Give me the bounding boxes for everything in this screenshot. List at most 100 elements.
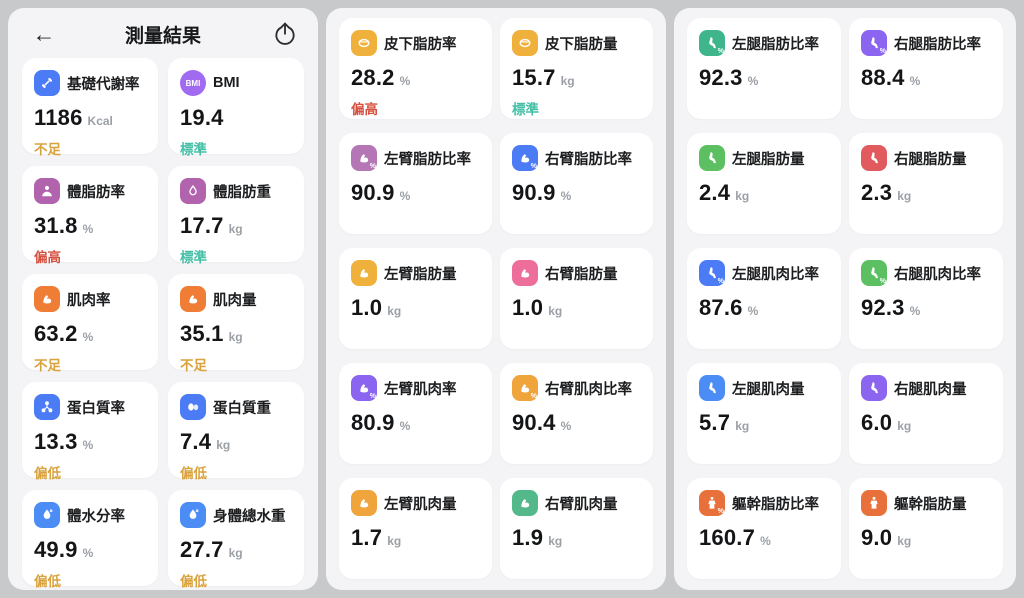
metric-value: 1.7 [351, 525, 383, 550]
protein-weight-icon [180, 394, 206, 420]
metric-label: 皮下脂肪量 [545, 36, 618, 53]
fat-weight-icon [180, 178, 206, 204]
status-badge: 不足 [34, 142, 61, 157]
torso-icon: % [699, 490, 725, 516]
metric-value: 1186 [34, 105, 83, 130]
status-badge: 標準 [180, 142, 207, 157]
left-leg-icon [699, 375, 725, 401]
metric-card[interactable]: 左腿肌肉量 5.7 kg [687, 363, 841, 464]
metric-value: 35.1 [180, 321, 224, 346]
metric-label: 蛋白質重 [213, 400, 271, 417]
metric-card[interactable]: 右臂肌肉量 1.9 kg [500, 478, 653, 579]
status-badge: 偏高 [34, 250, 61, 265]
right-arm-icon [512, 490, 538, 516]
metric-unit: kg [735, 189, 750, 203]
left-leg-icon: % [699, 30, 725, 56]
metric-card[interactable]: % 右臂肌肉比率 90.4% [500, 363, 653, 464]
metric-card[interactable]: % 軀幹脂肪比率 160.7% [687, 478, 841, 579]
metric-unit: % [909, 74, 921, 88]
metric-card[interactable]: BMI BMI 19.4 標準 [168, 58, 304, 157]
metric-unit: % [909, 304, 921, 318]
right-leg-icon: % [861, 30, 887, 56]
metric-card[interactable]: 右臂脂肪量 1.0 kg [500, 248, 653, 349]
metric-card[interactable]: % 右臂脂肪比率 90.9% [500, 133, 653, 234]
right-panel[interactable]: % 左腿脂肪比率 92.3% % 右腿脂肪比率 88.4% 左腿脂肪量 2.4 kg … [674, 8, 1016, 590]
metric-unit: kg [228, 222, 243, 236]
percent-mark: % [530, 393, 537, 400]
metric-unit: kg [897, 189, 912, 203]
metric-grid: % 左腿脂肪比率 92.3% % 右腿脂肪比率 88.4% 左腿脂肪量 2.4 kg … [687, 18, 1003, 579]
metric-value: 90.9 [351, 180, 395, 205]
metric-value: 92.3 [861, 295, 905, 320]
metric-label: 右臂脂肪量 [545, 266, 618, 283]
metric-label: 左腿脂肪比率 [732, 36, 819, 53]
status-badge: 不足 [34, 358, 61, 373]
metric-card[interactable]: % 左臂脂肪比率 90.9% [339, 133, 492, 234]
metric-unit: % [747, 304, 759, 318]
metric-card[interactable]: 左臂肌肉量 1.7 kg [339, 478, 492, 579]
metric-card[interactable]: % 左腿脂肪比率 92.3% [687, 18, 841, 119]
left-panel[interactable]: ← 測量結果 基礎代謝率 1186 Kcal 不足 BMI BMI 19.4 標準 … [8, 8, 318, 590]
metric-value: 31.8 [34, 213, 78, 238]
right-arm-icon: % [512, 145, 538, 171]
metric-card[interactable]: 體脂肪率 31.8% 偏高 [22, 166, 158, 265]
muscle-mass-icon [180, 286, 206, 312]
metric-unit: kg [228, 546, 243, 560]
torso-icon [861, 490, 887, 516]
metric-card[interactable]: 身體總水重 27.7 kg 偏低 [168, 490, 304, 589]
percent-mark: % [717, 48, 724, 55]
metric-value: 19.4 [180, 105, 224, 130]
metric-label: 軀幹脂肪量 [894, 496, 967, 513]
metric-unit: % [82, 330, 94, 344]
metric-label: 右臂肌肉比率 [545, 381, 632, 398]
status-badge: 標準 [180, 250, 207, 265]
metric-value: 15.7 [512, 65, 556, 90]
metric-card[interactable]: 蛋白質率 13.3% 偏低 [22, 382, 158, 481]
metric-label: 身體總水重 [213, 508, 286, 525]
metric-label: 基礎代謝率 [67, 76, 140, 93]
right-leg-icon [861, 375, 887, 401]
metric-card[interactable]: 左腿脂肪量 2.4 kg [687, 133, 841, 234]
metric-card[interactable]: 肌肉量 35.1 kg 不足 [168, 274, 304, 373]
metric-card[interactable]: 右腿脂肪量 2.3 kg [849, 133, 1003, 234]
metric-label: 右腿脂肪比率 [894, 36, 981, 53]
metric-card[interactable]: 基礎代謝率 1186 Kcal 不足 [22, 58, 158, 157]
metric-value: 49.9 [34, 537, 78, 562]
metric-unit: kg [228, 330, 243, 344]
metric-label: 右腿肌肉量 [894, 381, 967, 398]
subcutaneous-fat-icon [351, 30, 377, 56]
metric-card[interactable]: 左臂脂肪量 1.0 kg [339, 248, 492, 349]
metric-label: 體水分率 [67, 508, 125, 525]
metric-unit: % [82, 222, 94, 236]
metric-card[interactable]: 體水分率 49.9% 偏低 [22, 490, 158, 589]
metric-value: 90.9 [512, 180, 556, 205]
metric-grid: 基礎代謝率 1186 Kcal 不足 BMI BMI 19.4 標準 體脂肪率 31… [8, 58, 318, 589]
middle-panel[interactable]: 皮下脂肪率 28.2% 偏高 皮下脂肪量 15.7 kg 標準 % 左臂脂肪比率 9… [326, 8, 666, 590]
metric-label: 皮下脂肪率 [384, 36, 457, 53]
metric-label: 右腿肌肉比率 [894, 266, 981, 283]
metric-card[interactable]: 皮下脂肪量 15.7 kg 標準 [500, 18, 653, 119]
metric-unit: % [82, 546, 94, 560]
metric-card[interactable]: 軀幹脂肪量 9.0 kg [849, 478, 1003, 579]
metric-card[interactable]: % 右腿肌肉比率 92.3% [849, 248, 1003, 349]
metric-card[interactable]: 體脂肪重 17.7 kg 標準 [168, 166, 304, 265]
metric-unit: % [747, 74, 759, 88]
page-title: 測量結果 [124, 26, 201, 47]
back-arrow-icon[interactable]: ← [28, 18, 60, 50]
percent-mark: % [879, 278, 886, 285]
left-arm-icon [351, 490, 377, 516]
metric-card[interactable]: 皮下脂肪率 28.2% 偏高 [339, 18, 492, 119]
share-icon[interactable] [270, 19, 300, 49]
metric-unit: % [560, 189, 572, 203]
metric-unit: % [82, 438, 94, 452]
metric-card[interactable]: 右腿肌肉量 6.0 kg [849, 363, 1003, 464]
metric-card[interactable]: % 左臂肌肉率 80.9% [339, 363, 492, 464]
body-fat-icon [34, 178, 60, 204]
metric-unit: % [399, 419, 411, 433]
metric-card[interactable]: % 左腿肌肉比率 87.6% [687, 248, 841, 349]
metric-value: 9.0 [861, 525, 893, 550]
metric-card[interactable]: % 右腿脂肪比率 88.4% [849, 18, 1003, 119]
metric-card[interactable]: 肌肉率 63.2% 不足 [22, 274, 158, 373]
metric-card[interactable]: 蛋白質重 7.4 kg 偏低 [168, 382, 304, 481]
metric-label: 左臂脂肪比率 [384, 151, 471, 168]
